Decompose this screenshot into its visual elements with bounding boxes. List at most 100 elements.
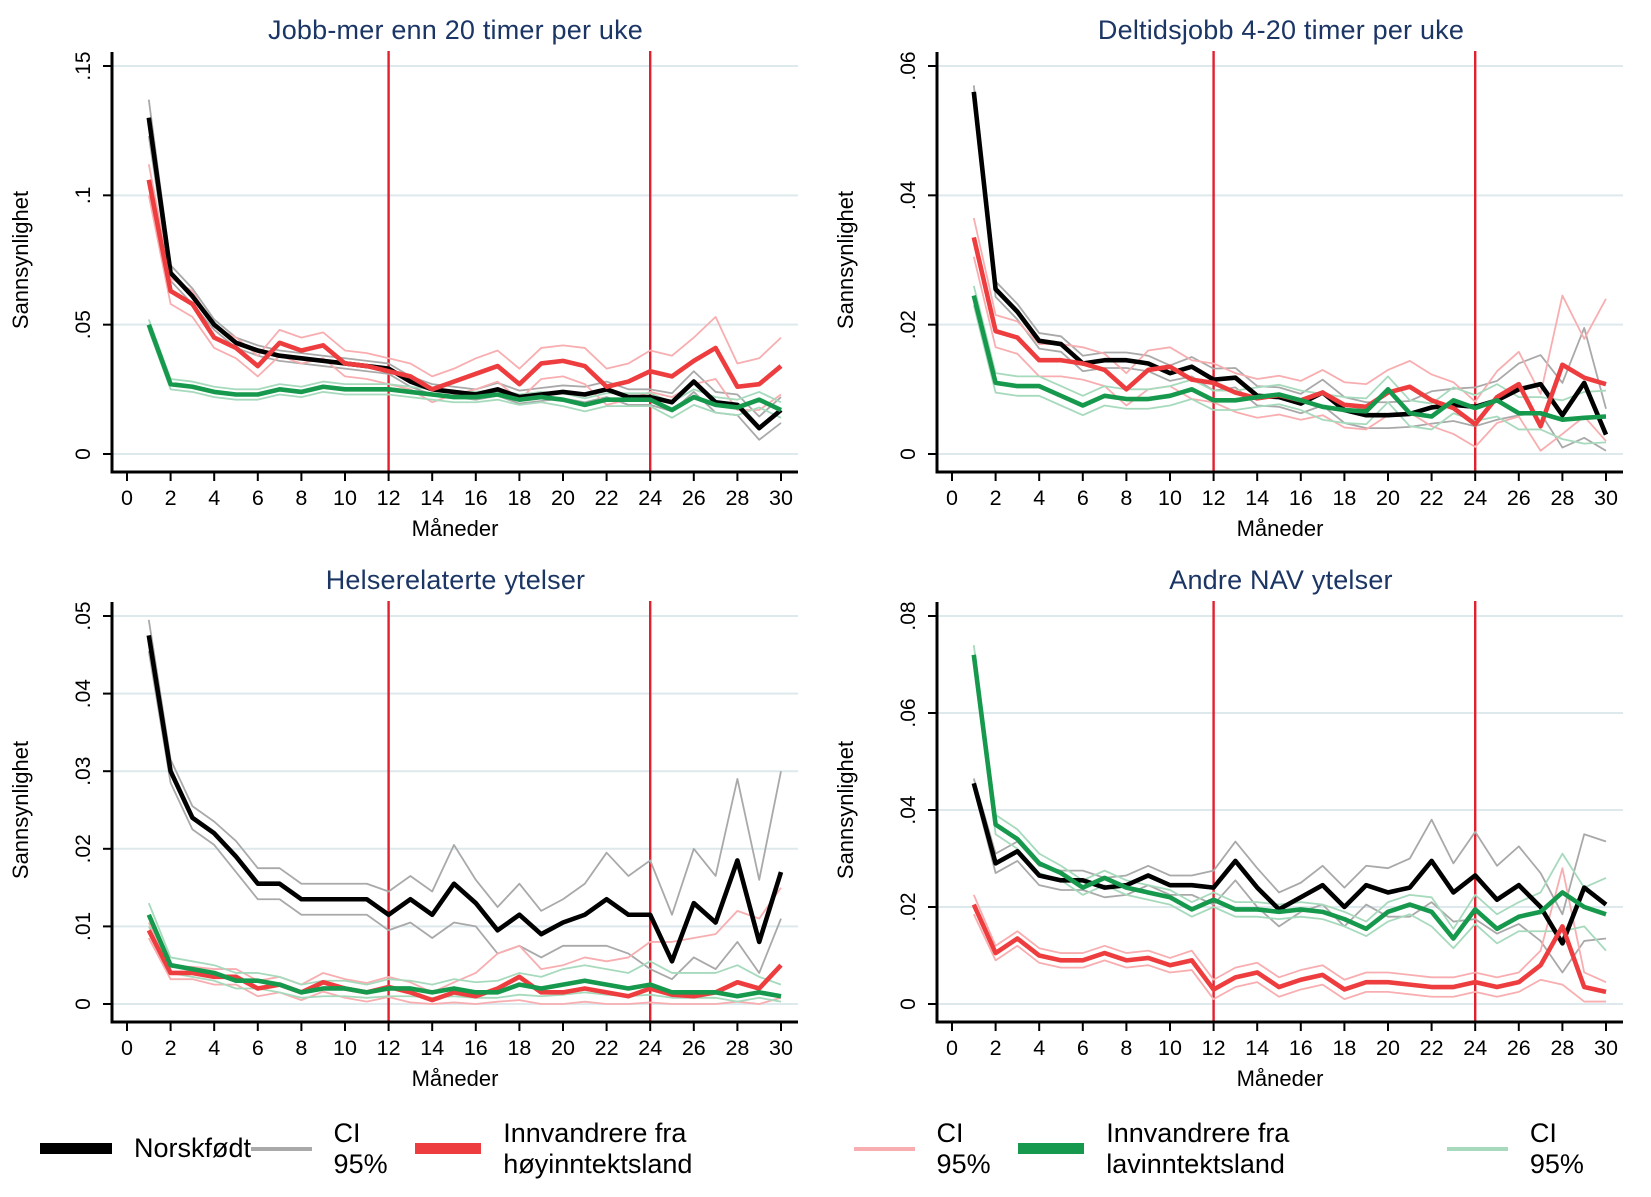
legend: Norskfødt CI 95% Innvandrere fra høyinnt…: [0, 1100, 1651, 1197]
x-axis-label: Måneder: [412, 1066, 499, 1091]
y-tick-label: .06: [897, 698, 920, 727]
panel-helserelaterte-ytelser: Helserelaterte ytelser 0 .01 .02 .03 .04 .05 0…: [0, 550, 825, 1100]
legend-label: Innvandrere fra høyinntektsland: [503, 1117, 693, 1179]
x-tick-label: 18: [1332, 486, 1356, 510]
x-tick-label: 28: [1550, 1036, 1574, 1060]
x-tick-label: 26: [682, 1036, 706, 1060]
x-tick-label: 22: [1420, 1036, 1444, 1060]
x-axis-label: Måneder: [1237, 516, 1324, 541]
series-lavinntektsland-line: [971, 295, 1607, 423]
x-tick-label: 0: [946, 486, 958, 510]
x-tick-label: 14: [1245, 486, 1269, 510]
x-tick-label: 12: [377, 1036, 401, 1060]
y-tick-label: .05: [72, 601, 95, 630]
x-tick-label: 2: [990, 486, 1002, 510]
x-tick-label: 6: [1077, 486, 1089, 510]
x-tick-label: 12: [1202, 1036, 1226, 1060]
x-tick-label: 26: [1507, 486, 1531, 510]
x-tick-label: 24: [1463, 1036, 1487, 1060]
legend-swatch-ci-gray: [251, 1146, 312, 1151]
x-tick-label: 12: [377, 486, 401, 510]
legend-label: CI 95%: [1529, 1117, 1584, 1179]
legend-swatch-norskfodt: [40, 1143, 112, 1154]
x-tick-label: 4: [1033, 1036, 1045, 1060]
y-axis-label: Sannsynlighet: [8, 191, 33, 329]
legend-item-ci-norskfodt: CI 95%: [251, 1118, 415, 1180]
panel-deltidsjobb-4-20-timer: Deltidsjobb 4-20 timer per uke 0 .02 .04 .0…: [825, 0, 1651, 550]
y-tick-label: .06: [897, 51, 920, 80]
legend-swatch-lavinntektsland: [1017, 1143, 1085, 1154]
x-tick-label: 28: [725, 486, 749, 510]
legend-label: Norskfødt: [134, 1133, 252, 1163]
x-tick-label: 20: [551, 486, 575, 510]
y-tick-label: .04: [72, 679, 95, 709]
x-tick-label: 14: [420, 1036, 444, 1060]
x-tick-label: 22: [595, 486, 619, 510]
y-axis-label: Sannsynlighet: [8, 741, 33, 879]
x-tick-label: 14: [1245, 1036, 1269, 1060]
legend-label: CI 95%: [936, 1117, 991, 1179]
y-tick-label: .05: [72, 310, 95, 339]
panel-title: Andre NAV ytelser: [1169, 565, 1393, 595]
panel-jobb-mer-enn-20-timer: Jobb-mer enn 20 timer per uke 0 .05 .1 .15 0…: [0, 0, 825, 550]
x-tick-label: 30: [1594, 1036, 1618, 1060]
helserelaterte-ytelser-chart: 0.01.02.03.04.050 2 4 6 8 10 12 14 16 18 20 22 24 26 2…: [8, 601, 798, 1091]
series-norskfodt-ci-hi-line: [147, 619, 782, 916]
x-tick-label: 16: [464, 486, 488, 510]
x-tick-label: 24: [1463, 486, 1487, 510]
x-tick-label: 12: [1202, 486, 1226, 510]
y-tick-label: .08: [897, 601, 920, 630]
series-lavinntektsland-ci-hi-line: [147, 902, 782, 986]
andre-nav-ytelser-chart: 0.02.04.06.080 2 4 6 8 10 12 14 16 18 20 22 24 26 28 30…: [833, 601, 1623, 1091]
series-hoyinntektsland-ci-hi-line: [147, 164, 782, 378]
x-tick-label: 6: [252, 1036, 264, 1060]
legend-item-ci-hoyinntektsland: CI 95%: [854, 1118, 1018, 1180]
x-tick-label: 2: [165, 486, 177, 510]
y-tick-label: .01: [72, 912, 95, 941]
x-tick-label: 8: [1120, 486, 1132, 510]
x-tick-label: 0: [121, 1036, 133, 1060]
panel-andre-nav-ytelser: Andre NAV ytelser 0.02.04.06.08 0 2 4 6 8 10 12…: [825, 550, 1651, 1100]
x-tick-label: 16: [464, 1036, 488, 1060]
series-hoyinntektsland-ci-lo-line: [972, 913, 1606, 1003]
y-tick-label: .03: [72, 757, 95, 786]
y-tick-label: .15: [72, 51, 95, 80]
series-lavinntektsland-ci-hi-line: [972, 285, 1607, 405]
x-tick-label: 20: [1376, 486, 1400, 510]
legend-swatch-ci-lightgreen: [1447, 1146, 1508, 1151]
legend-swatch-hoyinntektsland: [414, 1143, 482, 1154]
x-tick-label: 8: [1120, 1036, 1132, 1060]
x-tick-label: 0: [121, 486, 133, 510]
series-hoyinntektsland-line: [971, 903, 1607, 995]
y-tick-label: .04: [897, 795, 920, 825]
x-tick-label: 18: [507, 1036, 531, 1060]
deltidsjobb-4-20-timer-chart: 0.02.04.060 2 4 6 8 10 12 14 16 18 20 22 24 26 28 30Mån…: [833, 51, 1623, 541]
y-tick-label: 0: [897, 448, 920, 460]
x-tick-label: 6: [1077, 1036, 1089, 1060]
x-tick-label: 14: [420, 486, 444, 510]
series-norskfodt-ci-lo-line: [972, 787, 1607, 974]
x-tick-label: 24: [638, 486, 662, 510]
x-tick-label: 26: [682, 486, 706, 510]
series-norskfodt-ci-lo-line: [147, 650, 782, 981]
x-tick-label: 16: [1289, 1036, 1313, 1060]
series-norskfodt-line: [146, 635, 784, 964]
y-tick-label: 0: [72, 998, 95, 1010]
y-tick-label: .02: [897, 892, 920, 921]
x-tick-label: 30: [769, 486, 793, 510]
x-tick-label: 26: [1507, 1036, 1531, 1060]
panel-title: Jobb-mer enn 20 timer per uke: [268, 15, 643, 45]
legend-item-hoyinntektsland: Innvandrere fra høyinntektsland: [414, 1117, 854, 1180]
series-lavinntektsland-line: [146, 323, 782, 413]
x-axis-label: Måneder: [412, 516, 499, 541]
series-hoyinntektsland-ci-hi-line: [972, 217, 1607, 403]
x-tick-label: 4: [1033, 486, 1045, 510]
y-axis-label: Sannsynlighet: [833, 191, 858, 329]
x-tick-label: 10: [1158, 486, 1182, 510]
y-tick-label: .02: [72, 834, 95, 863]
x-axis-label: Måneder: [1237, 1066, 1324, 1091]
x-tick-label: 0: [946, 1036, 958, 1060]
x-tick-label: 22: [595, 1036, 619, 1060]
x-tick-label: 2: [165, 1036, 177, 1060]
y-tick-label: 0: [72, 448, 95, 460]
